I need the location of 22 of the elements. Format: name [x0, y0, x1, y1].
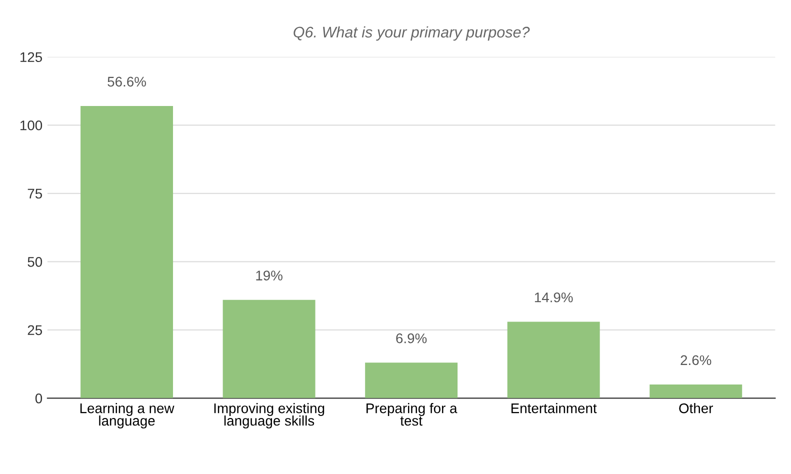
- bar: [222, 300, 316, 398]
- x-tick-label: Entertainment: [512, 403, 597, 414]
- bar: [507, 322, 600, 398]
- annotation: 19%: [256, 270, 282, 280]
- x-tick-label: Preparing for a test: [366, 403, 458, 426]
- chart-title: Q6. What is your primary purpose?: [294, 26, 530, 41]
- annotation: 14.9%: [534, 292, 573, 302]
- y-tick-label: 100: [20, 120, 42, 130]
- annotation: 6.9%: [396, 333, 427, 344]
- y-tick-label: 75: [28, 188, 42, 199]
- bar: [650, 384, 742, 398]
- annotation: 2.6%: [680, 355, 712, 366]
- y-tick-label: 25: [28, 325, 42, 336]
- annotation: 56.6%: [108, 76, 146, 87]
- bar: [365, 362, 458, 398]
- y-tick-label: 0: [35, 393, 42, 404]
- y-tick-label: 50: [28, 256, 42, 267]
- x-tick-label: Learning a new language: [80, 403, 174, 428]
- x-tick-label: Other: [679, 403, 713, 414]
- y-tick-label: 125: [20, 52, 42, 62]
- x-tick-label: Improving existing language skills: [214, 403, 324, 428]
- bar: [80, 106, 174, 398]
